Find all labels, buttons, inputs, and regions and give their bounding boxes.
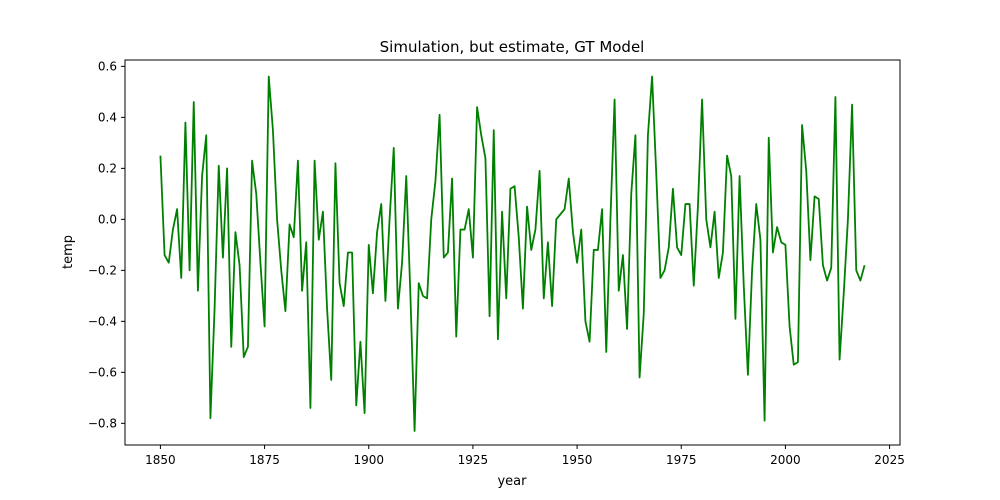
series-line <box>159 75 866 432</box>
series-group <box>159 75 866 432</box>
y-tick-label: 0.4 <box>98 110 117 124</box>
x-tick-label: 1975 <box>666 453 697 467</box>
chart-title: Simulation, but estimate, GT Model <box>380 38 645 56</box>
x-tick-label: 1875 <box>249 453 280 467</box>
y-tick-label: −0.4 <box>88 314 117 328</box>
x-tick-label: 2000 <box>770 453 801 467</box>
x-tick-label: 1925 <box>458 453 489 467</box>
y-tick-label: −0.6 <box>88 365 117 379</box>
y-tick-label: −0.8 <box>88 416 117 430</box>
y-axis-label: temp <box>61 235 76 269</box>
y-tick-label: −0.2 <box>88 263 117 277</box>
plot-frame <box>124 59 901 446</box>
x-tick-label: 1950 <box>562 453 593 467</box>
y-tick-label: 0.0 <box>98 212 117 226</box>
y-tick-label: 0.6 <box>98 59 117 73</box>
x-tick-label: 1900 <box>353 453 384 467</box>
axis-ticks: 1850 1875 1900 1925 1950 1975 2000 2025 −0.8 −0.6… <box>88 59 905 467</box>
x-axis-label: year <box>497 474 527 489</box>
x-tick-label: 2025 <box>874 453 905 467</box>
x-tick-label: 1850 <box>145 453 176 467</box>
y-tick-label: 0.2 <box>98 161 117 175</box>
